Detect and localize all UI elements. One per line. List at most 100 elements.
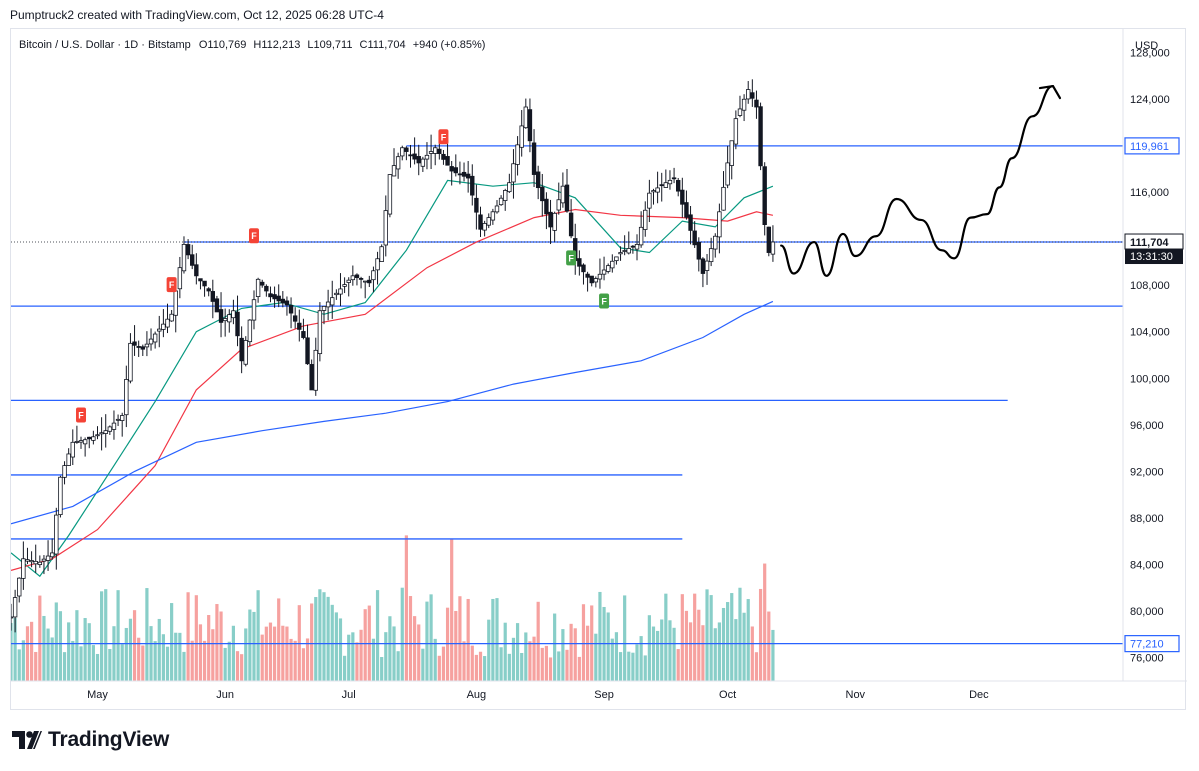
candle-body: [120, 415, 125, 421]
candle: [420, 156, 426, 172]
candle-body: [750, 92, 755, 99]
candle-body: [400, 147, 405, 157]
candle-body: [560, 185, 566, 204]
volume-bar: [721, 607, 726, 681]
candle: [280, 291, 286, 308]
volume-bar: [544, 645, 549, 681]
candle-body: [741, 98, 747, 111]
candle-body: [37, 561, 43, 566]
candle: [375, 251, 380, 285]
candle-body: [292, 315, 298, 322]
candle: [482, 220, 487, 237]
candle-body: [762, 166, 767, 226]
candle-body: [470, 175, 475, 196]
candle: [741, 94, 747, 122]
candle: [540, 173, 545, 217]
candle-body: [165, 318, 170, 328]
tradingview-logo[interactable]: TradingView: [12, 728, 169, 752]
volume-bar: [363, 609, 367, 681]
candle-body: [737, 108, 743, 116]
candle: [301, 318, 306, 340]
candle-body: [474, 197, 479, 213]
currency-label[interactable]: USD: [1135, 40, 1158, 52]
volume-bar: [417, 624, 421, 681]
candle: [190, 244, 195, 270]
volume-bar: [17, 649, 21, 681]
candle-body: [721, 186, 726, 211]
volume-bar: [660, 619, 664, 681]
volume-bar: [598, 591, 602, 681]
candle: [358, 276, 364, 289]
candle-body: [531, 142, 537, 175]
volume-bar: [219, 611, 223, 681]
candle-body: [99, 432, 104, 435]
candle: [218, 292, 224, 338]
candle-body: [544, 198, 549, 215]
volume-bar: [182, 651, 186, 681]
volume-bar: [161, 634, 165, 681]
volume-bar: [21, 640, 25, 681]
candle-body: [445, 156, 450, 166]
candle: [231, 299, 236, 325]
candle-body: [453, 167, 458, 174]
volume-bar: [305, 638, 310, 681]
candle: [140, 344, 145, 356]
candle-body: [601, 269, 607, 275]
candle-body: [198, 278, 203, 282]
candle: [29, 551, 34, 568]
candle: [161, 309, 166, 338]
candle-body: [465, 173, 471, 179]
candle: [556, 182, 561, 215]
f-markers: F F F F F F: [76, 129, 610, 423]
candle-body: [408, 154, 413, 157]
volume-bar: [153, 641, 157, 681]
candle: [177, 256, 183, 299]
candle-body: [552, 212, 557, 231]
candle: [581, 263, 586, 285]
volume-bar: [207, 615, 211, 681]
volume-bar: [474, 654, 478, 681]
candle: [58, 475, 63, 518]
candle-body: [733, 118, 739, 145]
candle-body: [713, 235, 718, 250]
candle-body: [371, 270, 376, 281]
volume-bar: [371, 638, 376, 681]
price-axis[interactable]: 128,000 124,000 116,000 108,000 104,000 100,0…: [1122, 29, 1184, 681]
volume-bar: [532, 636, 536, 681]
ohlc-change: +940 (+0.85%): [413, 39, 486, 51]
candle-body: [325, 301, 331, 308]
volume-bar: [116, 590, 120, 681]
candle-body: [618, 252, 623, 255]
candle: [511, 149, 516, 199]
time-axis[interactable]: May Jun Jul Aug Sep Oct Nov Dec: [11, 680, 1187, 701]
candle: [725, 145, 730, 189]
candle: [66, 448, 71, 467]
volume-bar: [577, 656, 581, 681]
candle-body: [564, 184, 570, 212]
candle: [272, 286, 277, 308]
volume-bar: [495, 598, 499, 681]
candle: [313, 337, 318, 396]
volume-bar: [29, 621, 34, 681]
f-marker-box: [248, 228, 259, 244]
candle-body: [535, 171, 541, 189]
volume-bar: [421, 648, 425, 681]
candle: [227, 309, 232, 333]
candle: [573, 223, 578, 275]
candle: [680, 177, 685, 218]
candle-body: [25, 559, 30, 562]
volume-bar: [38, 595, 42, 681]
f-marker: F: [566, 250, 577, 266]
volume-bar: [462, 641, 466, 681]
candle: [45, 540, 51, 571]
candle-body: [288, 305, 294, 314]
volume-bar: [408, 596, 413, 681]
candle: [338, 273, 343, 307]
candle-body: [671, 177, 677, 180]
candle-body: [272, 294, 277, 300]
price-tick-label: 116,000: [1130, 187, 1169, 199]
volume-bar: [194, 595, 198, 681]
candle-body: [638, 226, 644, 246]
price-chart[interactable]: F F F F F F 128,000 124,000 116,000 108,000 104,0…: [8, 29, 1187, 711]
volume-bar: [355, 642, 359, 681]
